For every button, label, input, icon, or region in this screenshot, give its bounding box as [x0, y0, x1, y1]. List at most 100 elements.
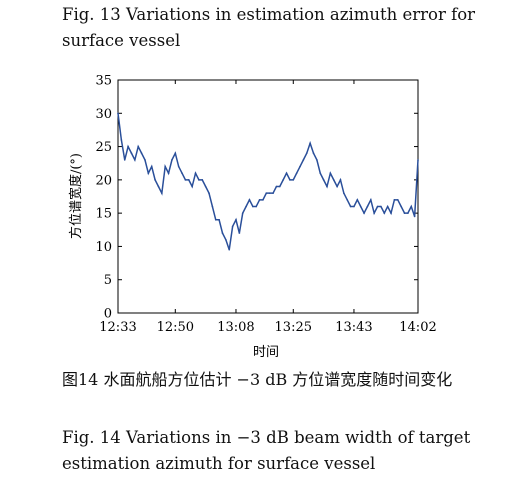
data-point [417, 159, 419, 161]
data-point [252, 205, 254, 208]
data-point [258, 199, 261, 201]
data-point [289, 179, 291, 181]
plot-frame [117, 79, 419, 314]
x-tick-label: 12:50 [157, 320, 194, 335]
x-tick-label: 13:08 [217, 320, 254, 335]
data-point [292, 179, 295, 181]
y-axis: 0 5 10 15 20 25 30 35 [95, 74, 418, 322]
data-point [184, 179, 187, 181]
data-point [403, 212, 406, 214]
data-point [228, 248, 231, 251]
data-point [181, 172, 183, 174]
data-point [265, 192, 268, 194]
data-point [410, 205, 413, 208]
top-caption: Fig. 13 Variations in estimation azimuth… [62, 5, 476, 50]
data-point [356, 199, 359, 201]
data-point [363, 212, 365, 214]
data-point [147, 172, 150, 174]
data-point [140, 152, 143, 155]
data-point [211, 205, 214, 208]
data-point [235, 219, 237, 221]
data-point [150, 165, 153, 168]
chinese-caption: 图14 水面航船方位估计 −3 dB 方位谱宽度随时间变化 [62, 370, 453, 389]
data-point [332, 179, 335, 181]
data-point [171, 159, 173, 161]
data-point [413, 215, 416, 218]
data-point [194, 172, 197, 174]
data-point [231, 225, 234, 228]
data-point [282, 179, 284, 181]
data-point [380, 205, 382, 208]
data-point [366, 205, 369, 208]
y-tick-label: 20 [95, 173, 112, 188]
data-point [305, 152, 308, 155]
y-tick-label: 5 [104, 273, 112, 288]
data-point [208, 192, 210, 194]
data-point [299, 165, 301, 168]
data-point [241, 212, 244, 214]
data-point [157, 185, 160, 188]
data-point [245, 205, 247, 208]
data-point [396, 199, 399, 201]
data-point [187, 179, 190, 181]
data-point [130, 152, 133, 155]
x-tick-label: 12:33 [99, 320, 136, 335]
data-point [164, 165, 166, 168]
data-point [272, 192, 274, 194]
data-point [383, 212, 386, 214]
data-point [201, 179, 204, 181]
data-point [120, 139, 123, 141]
y-tick-label: 0 [104, 307, 112, 322]
english-caption: Fig. 14 Variations in −3 dB beam width o… [62, 428, 471, 473]
data-point [322, 179, 325, 181]
data-point [407, 212, 409, 214]
data-point [279, 185, 281, 188]
data-point [386, 205, 389, 208]
data-point [255, 205, 257, 208]
data-point [248, 199, 251, 201]
data-point [198, 179, 200, 181]
y-axis-label: 方位谱宽度/(°) [68, 153, 84, 239]
data-point [370, 199, 372, 201]
x-tick-label: 14:02 [399, 320, 436, 335]
data-point [316, 159, 318, 161]
data-point [137, 145, 140, 148]
x-tick-label: 13:25 [275, 320, 312, 335]
data-point [161, 192, 163, 194]
data-point [376, 205, 379, 208]
data-point [339, 179, 342, 181]
data-point [167, 172, 170, 174]
data-point [295, 172, 298, 174]
data-point [127, 145, 129, 148]
data-point [336, 185, 338, 188]
data-point [262, 199, 264, 201]
y-tick-label: 35 [95, 74, 112, 89]
x-axis: 12:33 12:50 13:08 13:25 13:43 14:02 [99, 80, 437, 335]
data-point [225, 238, 227, 241]
data-point [117, 112, 119, 115]
data-point [285, 172, 288, 174]
data-point [134, 159, 136, 161]
data-point [346, 199, 349, 201]
y-tick-label: 25 [95, 140, 112, 155]
data-point [191, 185, 193, 188]
series-line [117, 113, 419, 250]
data-point [319, 172, 322, 174]
x-tick-label: 13:43 [335, 320, 372, 335]
data-point [123, 159, 126, 161]
data-point [312, 152, 315, 155]
x-axis-label: 时间 [253, 345, 279, 360]
data-point [221, 232, 224, 234]
data-point [373, 212, 375, 214]
data-point [393, 199, 396, 201]
data-point [343, 192, 345, 194]
y-tick-label: 10 [95, 240, 112, 255]
data-point [359, 205, 362, 208]
data-points [117, 112, 419, 251]
data-point [353, 205, 355, 208]
data-point [268, 192, 271, 194]
data-point [218, 219, 220, 221]
data-point [302, 159, 305, 161]
data-point [329, 172, 332, 174]
